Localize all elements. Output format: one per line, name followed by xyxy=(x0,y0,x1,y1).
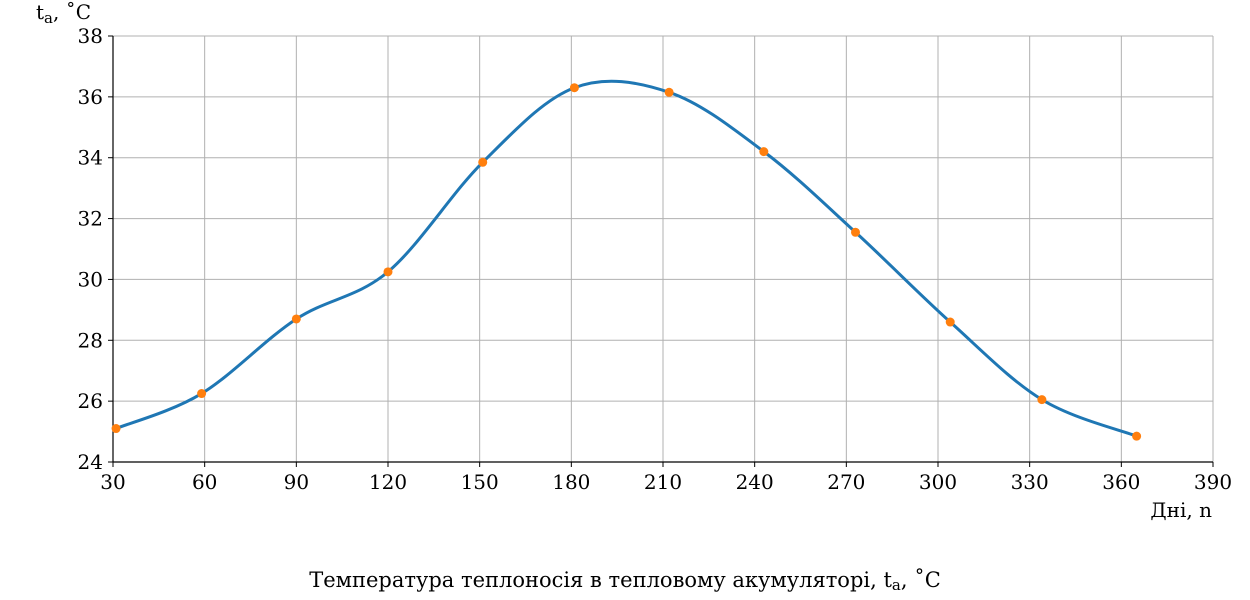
data-point xyxy=(1037,395,1047,405)
y-tick-label: 34 xyxy=(78,146,103,170)
data-point xyxy=(383,267,393,277)
data-point xyxy=(851,227,860,237)
x-tick-label: 120 xyxy=(369,470,407,494)
data-point xyxy=(111,424,121,434)
x-tick-label: 180 xyxy=(552,470,590,494)
data-point xyxy=(945,317,955,327)
y-tick-label: 26 xyxy=(78,389,103,413)
data-point xyxy=(1132,431,1142,441)
y-tick-label: 36 xyxy=(78,85,103,109)
y-tick-label: 32 xyxy=(78,207,103,231)
x-tick-label: 60 xyxy=(192,470,217,494)
data-point xyxy=(664,87,674,97)
x-tick-label: 150 xyxy=(461,470,499,494)
data-point xyxy=(759,147,769,157)
y-tick-label: 24 xyxy=(78,450,103,474)
line-series xyxy=(115,79,1138,438)
x-tick-label: 270 xyxy=(827,470,865,494)
y-axis-label: ta, ˚C xyxy=(36,0,91,27)
marker-series xyxy=(111,83,1142,441)
data-point xyxy=(569,83,579,93)
x-tick-label: 90 xyxy=(284,470,309,494)
x-tick-label: 210 xyxy=(644,470,682,494)
x-tick-label: 330 xyxy=(1011,470,1049,494)
grid xyxy=(112,35,1214,463)
data-point xyxy=(478,157,488,167)
y-tick-label: 28 xyxy=(78,328,103,352)
x-tick-label: 300 xyxy=(919,470,957,494)
x-axis-label: Дні, n xyxy=(1150,498,1212,522)
data-point xyxy=(197,389,207,399)
tick-labels: 30 60 90 120 150 180 210 240 270 300 330 360 390 24 26… xyxy=(78,24,1233,494)
y-tick-label: 30 xyxy=(78,267,103,291)
temperature-line xyxy=(115,79,1138,438)
x-tick-label: 240 xyxy=(736,470,774,494)
y-tick-label: 38 xyxy=(78,24,103,48)
chart-caption: Температура теплоносія в тепловому акуму… xyxy=(309,568,941,594)
axes xyxy=(108,35,1214,467)
x-tick-label: 390 xyxy=(1194,470,1232,494)
x-tick-label: 30 xyxy=(100,470,125,494)
x-tick-label: 360 xyxy=(1102,470,1140,494)
data-point xyxy=(291,314,301,324)
